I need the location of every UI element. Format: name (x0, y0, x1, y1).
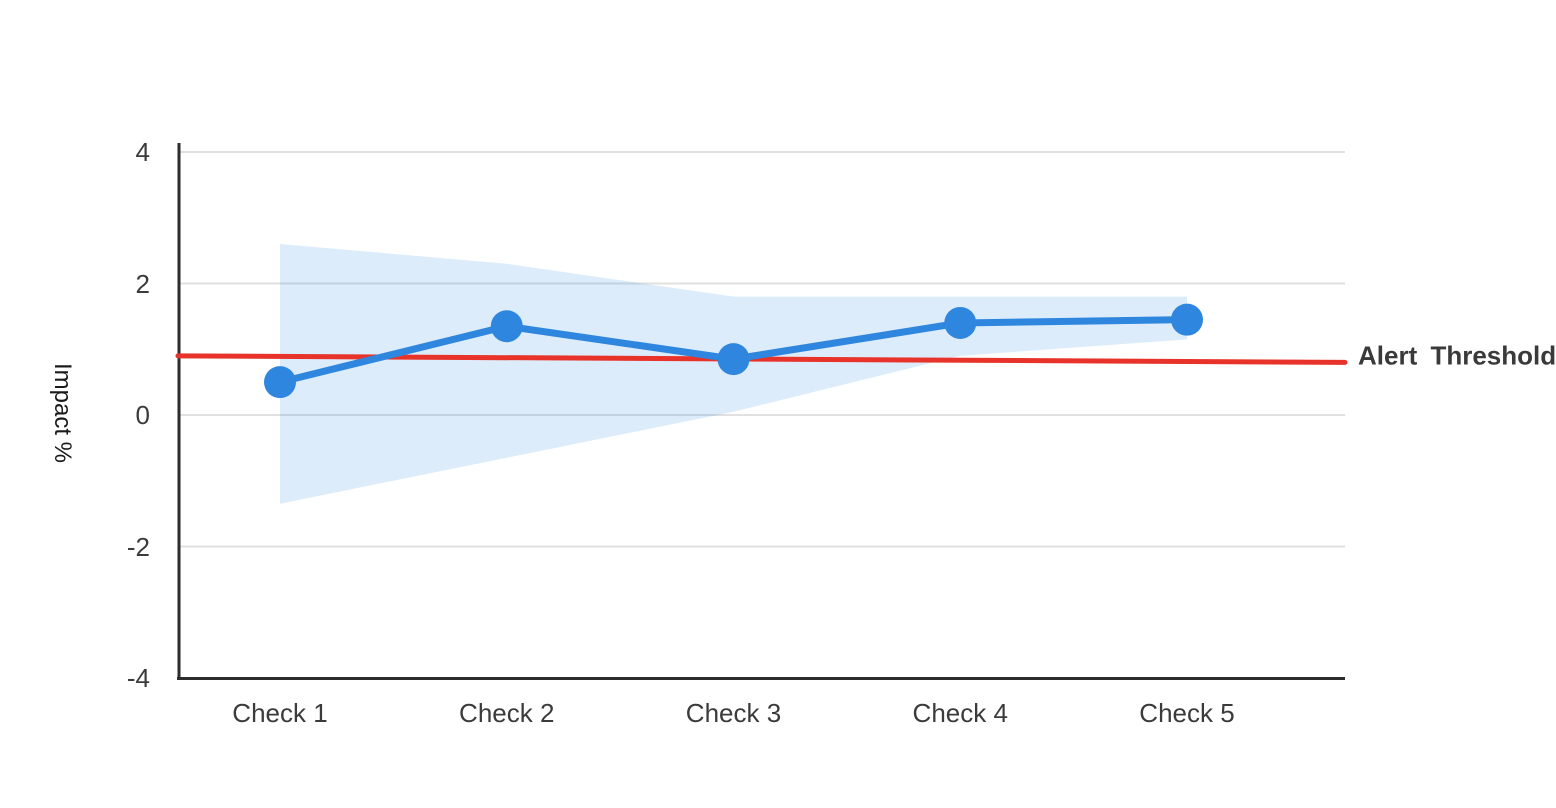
y-tick-label-4: 4 (135, 137, 150, 167)
x-tick-label-2: Check 2 (459, 698, 555, 728)
x-tick-label-1: Check 1 (232, 698, 328, 728)
x-tick-label-4: Check 4 (912, 698, 1008, 728)
threshold-label: Alert Threshold (1358, 340, 1556, 371)
data-point-3 (717, 343, 750, 376)
y-axis-title: Impact % (49, 362, 76, 464)
data-point-1 (264, 366, 296, 399)
data-point-2 (490, 310, 523, 343)
data-point-5 (1171, 303, 1203, 336)
data-point-4 (944, 306, 977, 339)
y-tick-label-2: 2 (135, 268, 150, 299)
y-tick-label-0: 0 (135, 400, 150, 430)
x-tick-label-5: Check 5 (1139, 698, 1235, 728)
y-tick-label--4: -4 (126, 663, 150, 693)
y-tick-label--2: -2 (126, 531, 150, 562)
x-tick-label-3: Check 3 (685, 698, 782, 728)
